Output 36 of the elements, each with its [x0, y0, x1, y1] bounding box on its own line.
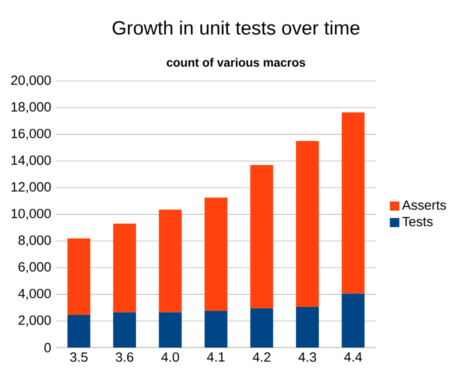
- bar: [342, 294, 365, 348]
- x-tick-label: 4.1: [207, 352, 225, 362]
- bar: [67, 238, 90, 315]
- y-tick-label: 10,000: [12, 208, 51, 220]
- bar: [113, 224, 136, 312]
- y-tick-label: 20,000: [11, 75, 51, 87]
- bar: [342, 112, 365, 294]
- x-tick-label: 3.6: [116, 352, 134, 362]
- x-tick-label: 4.3: [298, 352, 316, 362]
- bar: [204, 198, 228, 311]
- x-tick-label: 4.0: [161, 352, 180, 362]
- legend-label: Tests: [402, 216, 433, 226]
- y-tick-label: 0: [44, 342, 51, 352]
- y-tick-label: 2,000: [18, 315, 51, 326]
- bar: [67, 314, 90, 348]
- bar: [296, 140, 319, 307]
- bar: [250, 164, 274, 308]
- bar: [250, 308, 274, 348]
- y-tick-label: 14,000: [12, 155, 51, 167]
- bar: [158, 210, 182, 312]
- chart-title: Growth in unit tests over time: [112, 20, 360, 35]
- y-tick-label: 8,000: [18, 235, 51, 247]
- bar: [158, 312, 182, 348]
- y-tick-label: 6,000: [18, 262, 51, 274]
- chart-subtitle: count of various macros: [166, 58, 306, 67]
- legend-label: Asserts: [402, 200, 446, 210]
- x-tick-label: 4.4: [344, 352, 362, 362]
- y-tick-label: 16,000: [12, 128, 51, 140]
- x-tick-label: 4.2: [252, 352, 270, 362]
- y-tick-label: 12,000: [12, 182, 51, 194]
- bar: [113, 312, 136, 348]
- bar: [296, 306, 319, 348]
- y-tick-label: 18,000: [12, 102, 51, 114]
- y-tick-label: 4,000: [18, 288, 51, 300]
- bar: [204, 310, 228, 348]
- x-tick-label: 3.5: [70, 352, 88, 362]
